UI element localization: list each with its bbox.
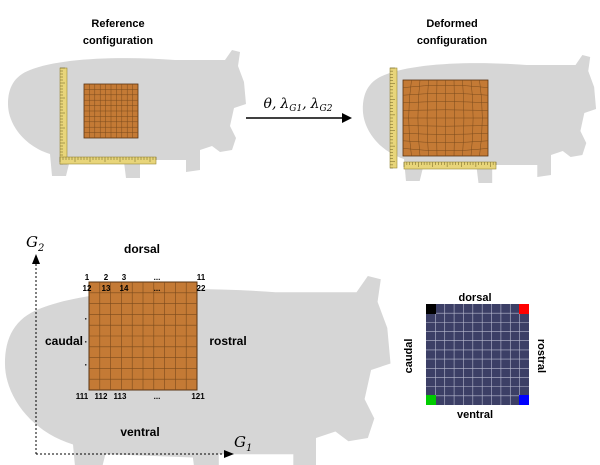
mesh-square — [426, 304, 529, 405]
g2-axis-arrowhead — [32, 254, 40, 264]
node-label-row2: 22 — [197, 284, 206, 293]
deformed-panel: Deformed configuration — [362, 18, 597, 183]
mesh-rostral-label: rostral — [535, 339, 547, 373]
corner-marker-red — [519, 304, 529, 314]
node-label-row1: 11 — [197, 273, 206, 282]
deformed-title-line2: configuration — [417, 35, 488, 47]
corner-marker-black — [426, 304, 436, 314]
node-label-last-row: 112 — [95, 392, 108, 401]
deformed-title-line1: Deformed — [426, 18, 477, 30]
reference-vertical-ruler-ticks — [60, 67, 65, 165]
node-label-row2: 12 — [83, 284, 92, 293]
reference-title-line2: configuration — [83, 35, 154, 47]
node-label-row2: 14 — [120, 284, 129, 293]
corner-marker-green — [426, 395, 436, 405]
annotated-caudal-label: caudal — [45, 334, 83, 348]
deformed-grid-hline — [402, 140, 489, 143]
deformed-grid-hline — [402, 132, 489, 135]
deformed-grid-vline — [453, 79, 455, 157]
node-label-row1: 1 — [85, 273, 90, 282]
theta-symbol: θ, — [264, 96, 277, 112]
comma-symbol: , — [302, 96, 306, 112]
reference-panel: Reference configuration — [8, 18, 246, 178]
node-label-last-row: 121 — [191, 392, 205, 401]
g1-axis-arrowhead — [224, 450, 234, 458]
reference-horizontal-ruler-ticks — [59, 157, 157, 162]
node-label-row1: 2 — [104, 273, 109, 282]
ellipsis-dot: · — [85, 360, 88, 370]
ellipsis-dot: · — [85, 314, 88, 324]
node-label-last-row: 111 — [76, 392, 89, 401]
node-label-last-row: ... — [154, 392, 161, 401]
g2-axis-label: G2 — [26, 233, 44, 254]
deformed-tissue-grid — [402, 79, 489, 157]
deformed-grid-vline — [462, 79, 465, 157]
deformed-horizontal-ruler-ticks — [403, 162, 497, 167]
transform-arrow-head — [342, 113, 352, 123]
ellipsis-dot: · — [85, 337, 88, 347]
mesh-caudal-label: caudal — [403, 339, 415, 374]
mesh-panel: dorsal ventral caudal rostral — [403, 292, 547, 421]
node-label-last-row: 113 — [114, 392, 127, 401]
lambda1-symbol: λ — [279, 96, 289, 112]
node-label-row2: ... — [154, 284, 161, 293]
mesh-grid — [426, 304, 529, 405]
transform-label: θ, λG1, λG2 — [264, 96, 333, 114]
deformed-grid-hline — [402, 125, 489, 127]
transform-arrow-group: θ, λG1, λG2 — [246, 96, 352, 123]
deformed-grid-vline — [470, 79, 474, 157]
annotated-dorsal-label: dorsal — [124, 242, 160, 256]
g1-axis-label: G1 — [234, 433, 252, 454]
deformed-grid-hline — [402, 148, 489, 152]
mesh-dorsal-label: dorsal — [458, 292, 491, 304]
deformed-vertical-ruler-ticks — [390, 67, 395, 169]
mesh-ventral-label: ventral — [457, 409, 493, 421]
annotated-pig-silhouette — [4, 276, 391, 465]
corner-marker-blue — [519, 395, 529, 405]
lambda1-subscript: G1 — [289, 104, 302, 114]
annotated-tissue-grid — [89, 282, 197, 390]
annotated-rostral-label: rostral — [209, 334, 246, 348]
annotated-ventral-label: ventral — [120, 425, 159, 439]
lambda2-symbol: λ — [310, 96, 320, 112]
reference-tissue-grid — [84, 84, 138, 138]
node-label-row2: 13 — [102, 284, 111, 293]
node-label-row1: ... — [154, 273, 161, 282]
left-ellipsis-dots: · · · — [85, 314, 88, 370]
lambda2-subscript: G2 — [320, 104, 333, 114]
node-label-row1: 3 — [122, 273, 127, 282]
reference-title-line1: Reference — [91, 18, 144, 30]
